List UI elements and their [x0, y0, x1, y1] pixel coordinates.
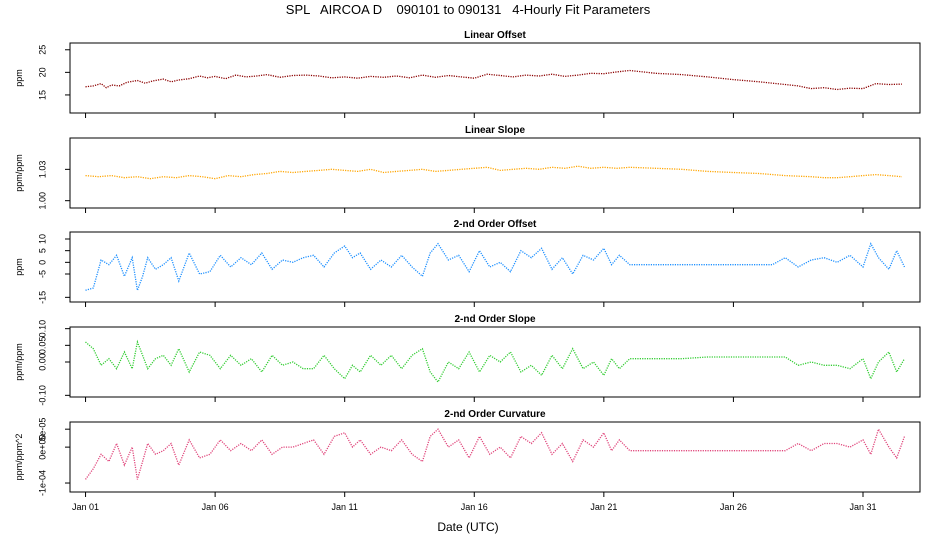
y-axis-label: ppm/ppm: [14, 343, 24, 381]
main-title: SPL AIRCOA D 090101 to 090131 4-Hourly F…: [286, 2, 651, 17]
y-axis-label: ppm: [14, 258, 24, 276]
y-tick-label: 0.10: [37, 320, 47, 338]
series-line: [85, 165, 902, 180]
panel-title: 2-nd Order Offset: [454, 219, 537, 230]
x-tick-label: Jan 11: [332, 502, 358, 512]
y-tick-label: 5: [37, 248, 47, 253]
y-tick-label: 5e-05: [37, 418, 47, 441]
x-tick-label: Jan 06: [202, 502, 229, 512]
x-axis: Jan 01 Jan 06 Jan 11 Jan 16 Jan 21 Jan 26 Jan …: [72, 502, 876, 512]
x-tick-label: Jan 21: [590, 502, 617, 512]
y-tick-label: 0: [37, 260, 47, 265]
y-tick-label: 0.05: [37, 337, 47, 355]
x-tick-label: Jan 26: [720, 502, 747, 512]
y-tick-label: -15: [37, 291, 47, 304]
panel-3: 2-nd Order Offset ppm -15 -5 0 5 10: [14, 219, 921, 307]
series-line: [85, 69, 902, 91]
y-axis-label: ppm/ppm: [14, 154, 24, 192]
x-tick-label: Jan 01: [72, 502, 99, 512]
y-tick-label: -5: [37, 270, 47, 278]
plot-frame: [69, 42, 921, 114]
y-axis-label: ppm: [14, 69, 24, 87]
y-tick-label: -0.10: [37, 385, 47, 406]
y-tick-label: 25: [37, 45, 47, 55]
panel-2: Linear Slope ppm/ppm 1.00 1.03: [14, 125, 921, 213]
plot-frame: [69, 137, 921, 209]
y-axis-label: ppm/ppm^2: [14, 434, 24, 481]
series-line: [84, 427, 906, 480]
series-line: [85, 339, 906, 384]
y-tick-label: 10: [37, 234, 47, 244]
x-tick-label: Jan 31: [849, 502, 876, 512]
plot-frame: [69, 231, 921, 303]
y-tick-label: 0e+00: [37, 434, 47, 459]
y-tick-label: 1.03: [37, 161, 47, 179]
panel-5: 2-nd Order Curvature ppm/ppm^2 -1e-04 0e+00…: [14, 409, 921, 497]
panel-4: 2-nd Order Slope ppm/ppm -0.10 0.000.050.10: [14, 314, 921, 406]
panels-group: Linear Offset ppm 15 20 25 Linear Slope ppm/pp…: [14, 30, 921, 497]
panel-title: 2-nd Order Slope: [454, 314, 536, 325]
panel-title: 2-nd Order Curvature: [444, 409, 546, 420]
x-axis-label: Date (UTC): [437, 520, 498, 534]
series-line: [85, 242, 906, 293]
y-tick-label: 1.00: [37, 192, 47, 210]
panel-1: Linear Offset ppm 15 20 25: [14, 30, 921, 118]
x-tick-label: Jan 16: [461, 502, 488, 512]
y-tick-label: 20: [37, 67, 47, 77]
panel-title: Linear Offset: [464, 30, 526, 41]
y-tick-label: 0.00: [37, 353, 47, 371]
plot-frame: [69, 421, 921, 493]
panel-title: Linear Slope: [465, 125, 525, 136]
y-tick-label: 15: [37, 90, 47, 100]
y-tick-label: -1e-04: [37, 470, 47, 496]
